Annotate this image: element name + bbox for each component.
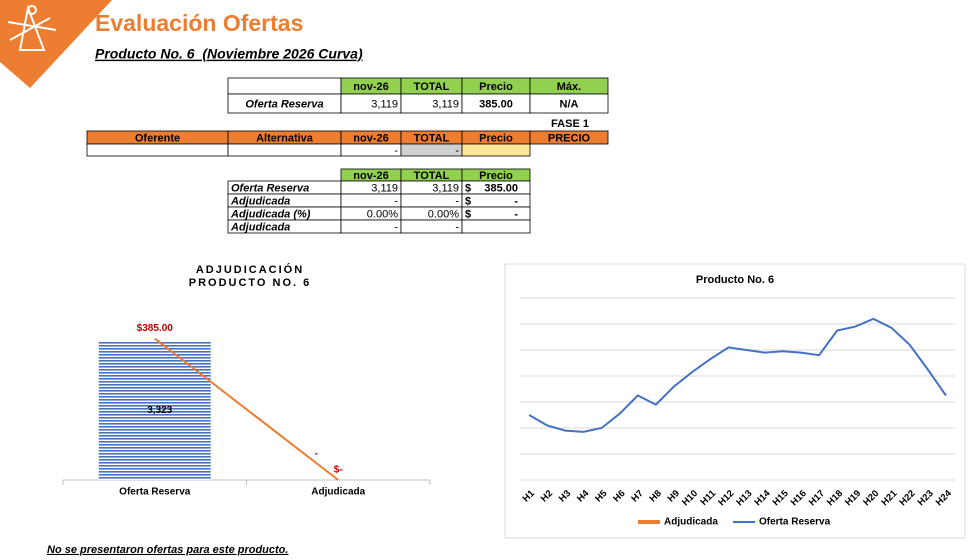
data-label: 3,323 [147, 405, 172, 416]
bar [98, 340, 211, 480]
cell-text: TOTAL [414, 132, 450, 144]
table-cell [529, 130, 609, 145]
cell-text: - [455, 221, 459, 233]
cell-text: Adjudicada [230, 195, 290, 207]
cell-text: 385.00 [484, 182, 518, 194]
cell-text: Oferente [135, 132, 180, 144]
cell-text: $ [465, 208, 471, 220]
chart-title: PRODUCTO NO. 6 [189, 277, 312, 289]
data-label: $385.00 [137, 323, 174, 334]
cell-text: 385.00 [479, 98, 513, 110]
table-cell [400, 219, 463, 234]
legend-label: Oferta Reserva [759, 517, 831, 528]
cell-text: Oferta Reserva [245, 98, 323, 110]
cell-text: TOTAL [414, 81, 450, 93]
subtitle: Producto No. 6 (Noviembre 2026 Curva) [95, 46, 363, 62]
cell-text: $ [465, 182, 471, 194]
table-cell [227, 77, 342, 95]
chart-title: ADJUDICACIÓN [196, 263, 304, 276]
data-label: - [315, 449, 318, 460]
x-tick-label: Oferta Reserva [119, 487, 191, 498]
page-title: Evaluación Ofertas [95, 10, 303, 36]
cell-text: - [394, 195, 398, 207]
cell-text: 3,119 [432, 98, 459, 110]
table-cell [340, 143, 402, 157]
table-cell [529, 93, 609, 114]
cell-text: 0.00% [428, 208, 459, 220]
cell-text: - [455, 145, 459, 157]
data-label: $- [334, 465, 343, 476]
cell-text: nov-26 [353, 170, 388, 182]
cell-text: 3,119 [432, 182, 459, 194]
cell-text: - [394, 145, 398, 157]
line-series [528, 317, 947, 433]
cell-text: 3,119 [371, 98, 398, 110]
table-cell [400, 143, 463, 157]
cell-text: Alternativa [256, 132, 314, 144]
table-cell [340, 219, 402, 234]
cell-text: nov-26 [353, 132, 388, 144]
phase-label: FASE 1 [551, 118, 589, 130]
table-cell [461, 193, 531, 208]
cell-text: Precio [479, 81, 513, 93]
cell-text: N/A [560, 98, 579, 110]
table-cell [400, 193, 463, 208]
cell-text: Máx. [557, 81, 581, 93]
chart-title: Producto No. 6 [696, 274, 774, 286]
legend-label: Adjudicada [664, 517, 718, 528]
cell-text: - [514, 208, 518, 220]
cell-text: $ [465, 195, 471, 207]
logo-icon [7, 4, 57, 51]
cell-text: Precio [479, 132, 513, 144]
cell-text: TOTAL [414, 170, 450, 182]
x-tick-label: Adjudicada [311, 487, 365, 498]
cell-text: - [394, 221, 398, 233]
cell-text: PRECIO [548, 132, 591, 144]
table-cell [227, 143, 342, 157]
cell-text: 3,119 [371, 182, 398, 194]
table-cell [86, 143, 229, 157]
table-cell [340, 193, 402, 208]
table-cell [461, 143, 531, 157]
line-series [154, 337, 339, 481]
table-cell [461, 219, 531, 234]
cell-text: Precio [479, 170, 513, 182]
cell-text: 0.00% [367, 208, 398, 220]
cell-text: nov-26 [353, 81, 388, 93]
footnote: No se presentaron ofertas para este prod… [47, 544, 288, 556]
cell-text: Adjudicada (%) [230, 208, 311, 220]
logo [0, 0, 112, 88]
table-cell [461, 206, 531, 221]
cell-text: - [514, 195, 518, 207]
cell-text: Oferta Reserva [231, 182, 309, 194]
chart-frame [504, 263, 966, 539]
cell-text: - [455, 195, 459, 207]
cell-text: Adjudicada [230, 221, 290, 233]
